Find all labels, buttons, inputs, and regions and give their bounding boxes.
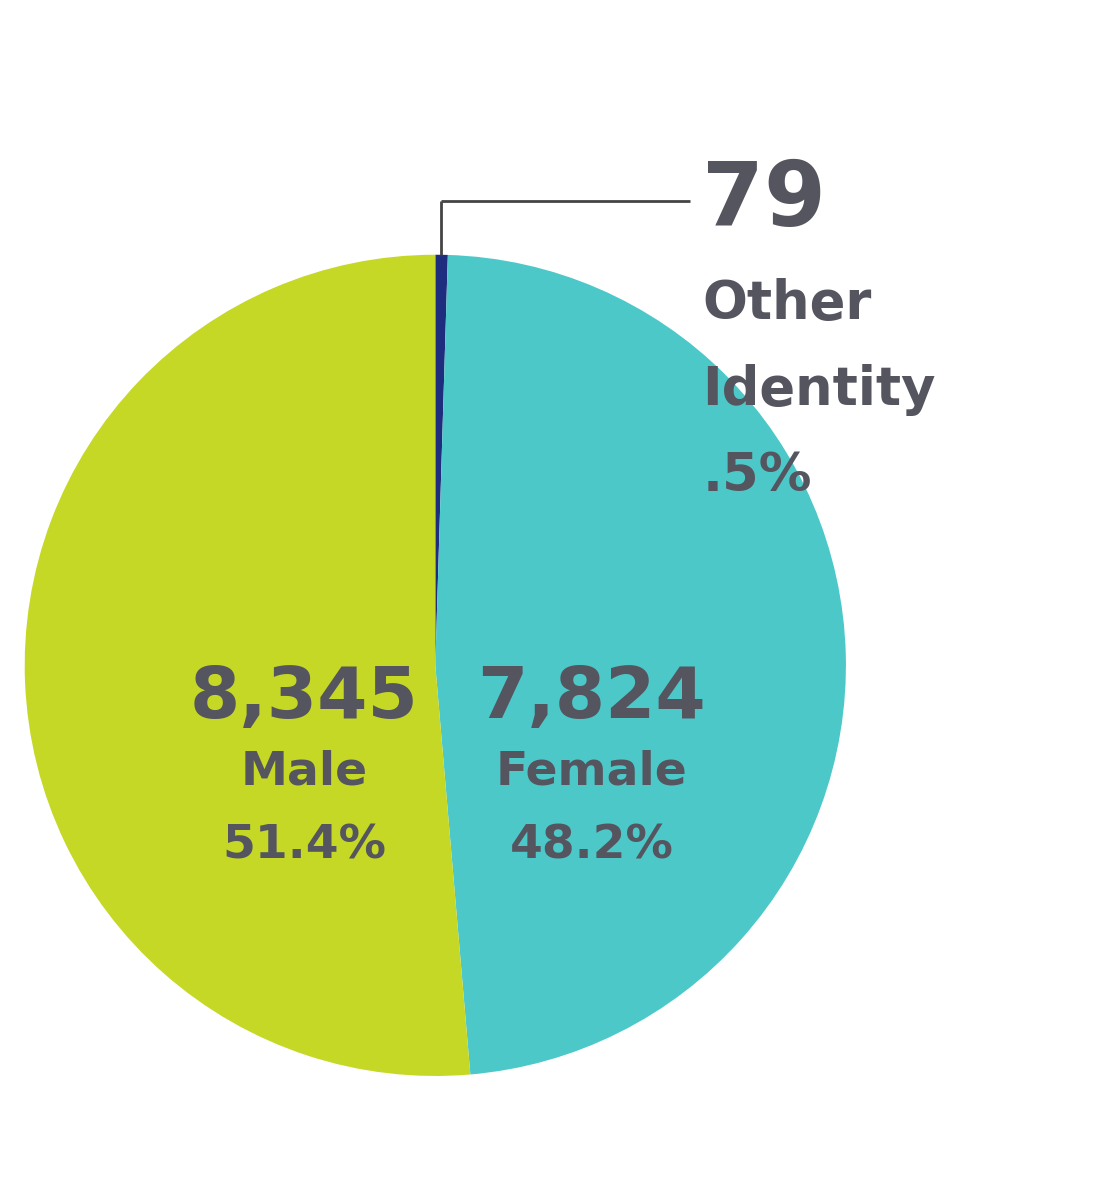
Text: Other: Other [703, 278, 871, 330]
Wedge shape [436, 255, 448, 666]
Text: 7,824: 7,824 [477, 664, 706, 732]
Text: 8,345: 8,345 [190, 664, 418, 732]
Text: 79: 79 [703, 158, 827, 245]
Wedge shape [25, 255, 470, 1075]
Text: 51.4%: 51.4% [222, 824, 385, 869]
Text: Male: Male [240, 750, 367, 794]
Text: .5%: .5% [703, 451, 812, 502]
Text: Female: Female [496, 750, 687, 794]
Text: Identity: Identity [703, 364, 936, 417]
Wedge shape [436, 255, 846, 1074]
Text: 48.2%: 48.2% [509, 824, 674, 869]
